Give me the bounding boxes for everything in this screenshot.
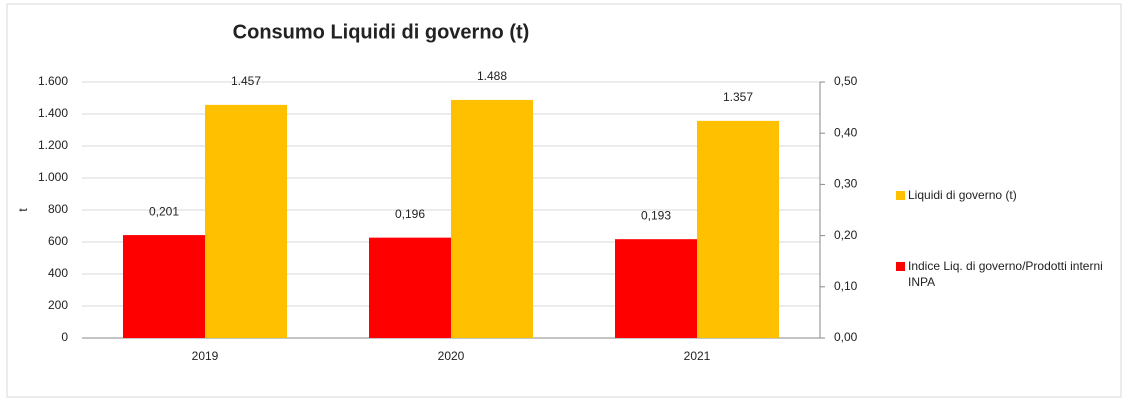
value-label: 1.457 (231, 74, 261, 88)
legend-swatch (896, 262, 905, 271)
x-tick-label: 2020 (438, 349, 465, 363)
y-tick-label: 400 (48, 266, 68, 280)
legend-item: Liquidi di governo (t) (896, 187, 1116, 203)
legend-swatch (896, 191, 905, 200)
y2-tick-label: 0,50 (834, 74, 858, 88)
y-tick-label: 0 (61, 330, 68, 344)
y-tick-label: 200 (48, 298, 68, 312)
y-tick-label: 1.200 (38, 138, 68, 152)
y-tick-label: 1.400 (38, 106, 68, 120)
y2-tick-label: 0,40 (834, 125, 858, 139)
bar (697, 120, 779, 338)
bar (615, 239, 697, 338)
value-label: 0,201 (149, 204, 179, 218)
y-axis-label: t (16, 208, 30, 212)
legend-label: Liquidi di governo (t) (908, 188, 1017, 202)
y2-tick-label: 0,30 (834, 177, 858, 191)
bar (451, 99, 533, 338)
legend-item: Indice Liq. di governo/Prodotti interni … (896, 258, 1116, 290)
y-tick-label: 1.000 (38, 170, 68, 184)
chart-title: Consumo Liquidi di governo (t) (233, 21, 530, 43)
value-label: 1.488 (477, 69, 507, 83)
value-label: 1.357 (723, 90, 753, 104)
x-tick-label: 2021 (684, 349, 711, 363)
y-tick-label: 600 (48, 234, 68, 248)
legend-label: Indice Liq. di governo/Prodotti interni … (908, 259, 1103, 289)
y2-tick-label: 0,00 (834, 330, 858, 344)
bar (369, 237, 451, 338)
y2-tick-label: 0,10 (834, 279, 858, 293)
bar (205, 104, 287, 338)
y2-tick-label: 0,20 (834, 228, 858, 242)
y-tick-label: 1.600 (38, 74, 68, 88)
x-tick-label: 2019 (192, 349, 219, 363)
value-label: 0,193 (641, 208, 671, 222)
bar (123, 235, 205, 338)
y-tick-label: 800 (48, 202, 68, 216)
value-label: 0,196 (395, 207, 425, 221)
